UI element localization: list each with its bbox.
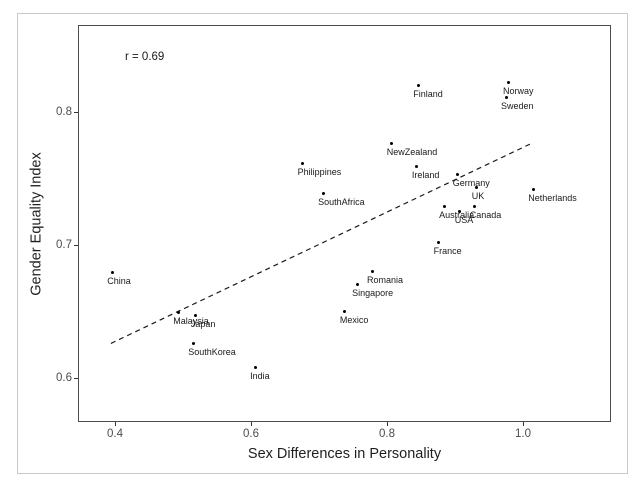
data-point-label: Germany [452,177,490,188]
data-point-label: Netherlands [528,192,577,203]
data-point [390,142,394,146]
x-tick-mark [250,422,252,426]
data-point-label: SouthAfrica [318,196,365,207]
x-tick-mark [523,422,524,426]
trendline [110,142,534,344]
data-point-label: Norway [503,86,534,97]
data-point [442,204,446,208]
data-point [110,271,114,275]
y-tick-label: 0.7 [56,238,72,251]
data-point [355,283,359,287]
correlation-annotation: r = 0.69 [125,51,165,63]
data-point [437,240,441,244]
y-tick-label: 0.6 [56,371,72,384]
data-point [301,162,305,166]
x-tick-label: 1.0 [515,428,531,440]
data-point-label: China [107,276,131,287]
data-point [475,186,479,190]
data-point [343,309,347,313]
data-point-label: NewZealand [386,147,438,158]
data-point [321,191,325,195]
data-point-label: Australia [439,209,475,220]
y-tick-mark [74,377,78,379]
plot-panel [78,25,611,422]
data-point-label: Japan [190,318,216,329]
y-axis-title: Gender Equality Index [28,152,45,296]
x-tick-mark [387,422,388,426]
data-point [415,165,419,168]
data-point-label: SouthKorea [188,346,236,357]
data-point [473,204,477,208]
data-point-label: Mexico [339,314,369,325]
data-point-label: Singapore [352,288,394,299]
x-tick-label: 0.8 [379,428,395,440]
data-point-label: Philippines [297,167,342,178]
data-point-label: Sweden [501,100,534,111]
data-point-label: Malaysia [173,316,209,327]
data-point-label: UK [471,191,485,202]
x-axis-title: Sex Differences in Personality [247,446,442,462]
x-tick-mark [114,422,116,426]
data-point [458,210,462,214]
data-point [456,172,460,176]
y-tick-mark [74,244,78,246]
data-point [504,95,508,99]
data-point [506,81,510,85]
data-point-label: USA [454,215,474,226]
data-point [370,270,374,274]
data-point-label: Finland [413,88,443,99]
data-point-label: Romania [367,275,404,286]
data-point [416,83,420,87]
x-tick-label: 0.4 [106,428,123,440]
data-point-label: India [250,370,270,381]
data-point [176,311,180,315]
data-point-label: Ireland [411,170,440,180]
data-point [191,341,195,345]
data-point [531,187,535,191]
x-tick-label: 0.6 [242,428,259,440]
y-tick-mark [74,111,78,113]
data-point [194,313,198,317]
data-point-label: France [433,245,462,256]
data-point-label: Canada [469,209,502,220]
data-point [253,365,257,369]
y-tick-label: 0.8 [56,105,72,118]
